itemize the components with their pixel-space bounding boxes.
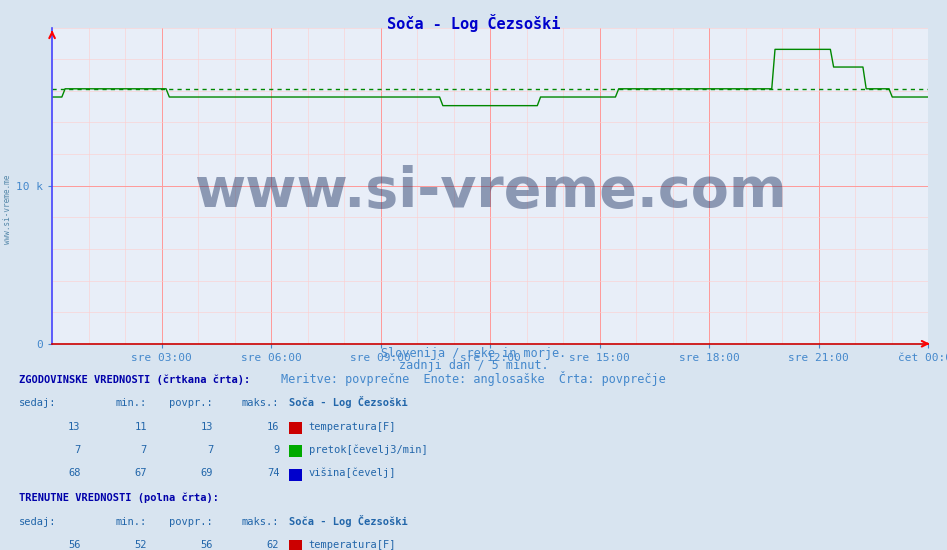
Text: min.:: min.: xyxy=(116,398,147,408)
Text: 68: 68 xyxy=(68,469,80,478)
Text: 13: 13 xyxy=(201,422,213,432)
Text: pretok[čevelj3/min]: pretok[čevelj3/min] xyxy=(309,444,427,455)
Text: Slovenija / reke in morje.: Slovenija / reke in morje. xyxy=(381,346,566,360)
Text: 56: 56 xyxy=(201,540,213,550)
Text: www.si-vreme.me: www.si-vreme.me xyxy=(3,174,12,244)
Text: višina[čevelj]: višina[čevelj] xyxy=(309,468,396,478)
Text: maks.:: maks.: xyxy=(241,398,279,408)
Text: 7: 7 xyxy=(140,445,147,455)
Text: 67: 67 xyxy=(134,469,147,478)
Text: sedaj:: sedaj: xyxy=(19,398,57,408)
Text: temperatura[F]: temperatura[F] xyxy=(309,540,396,550)
Text: 7: 7 xyxy=(206,445,213,455)
Text: 52: 52 xyxy=(134,540,147,550)
Text: sedaj:: sedaj: xyxy=(19,516,57,527)
Text: www.si-vreme.com: www.si-vreme.com xyxy=(194,165,786,219)
Text: temperatura[F]: temperatura[F] xyxy=(309,422,396,432)
Text: Soča - Log Čezsoški: Soča - Log Čezsoški xyxy=(386,14,561,32)
Text: 16: 16 xyxy=(267,422,279,432)
Text: 7: 7 xyxy=(74,445,80,455)
Text: Soča - Log Čezsoški: Soča - Log Čezsoški xyxy=(289,397,407,408)
Text: 9: 9 xyxy=(273,445,279,455)
Text: maks.:: maks.: xyxy=(241,516,279,527)
Text: povpr.:: povpr.: xyxy=(170,516,213,527)
Text: 11: 11 xyxy=(134,422,147,432)
Text: min.:: min.: xyxy=(116,516,147,527)
Text: ZGODOVINSKE VREDNOSTI (črtkana črta):: ZGODOVINSKE VREDNOSTI (črtkana črta): xyxy=(19,375,250,385)
Text: Meritve: povprečne  Enote: anglosaške  Črta: povprečje: Meritve: povprečne Enote: anglosaške Črt… xyxy=(281,371,666,386)
Text: 69: 69 xyxy=(201,469,213,478)
Text: 56: 56 xyxy=(68,540,80,550)
Text: TRENUTNE VREDNOSTI (polna črta):: TRENUTNE VREDNOSTI (polna črta): xyxy=(19,493,219,503)
Text: povpr.:: povpr.: xyxy=(170,398,213,408)
Text: 13: 13 xyxy=(68,422,80,432)
Text: Soča - Log Čezsoški: Soča - Log Čezsoški xyxy=(289,515,407,527)
Text: 74: 74 xyxy=(267,469,279,478)
Text: 62: 62 xyxy=(267,540,279,550)
Text: zadnji dan / 5 minut.: zadnji dan / 5 minut. xyxy=(399,359,548,372)
